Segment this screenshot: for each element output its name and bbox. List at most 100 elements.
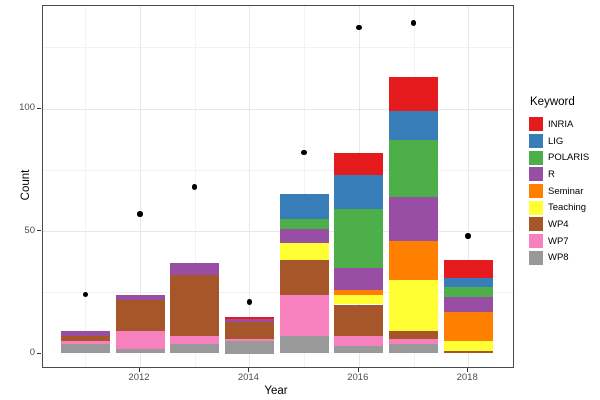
legend-item-seminar: Seminar <box>529 183 589 200</box>
bar-segment-r-2017 <box>389 196 438 241</box>
plot-panel <box>42 5 514 368</box>
legend-swatch-teaching <box>529 200 543 215</box>
data-point-2012 <box>137 211 143 217</box>
legend-swatch-inria <box>529 117 543 132</box>
legend-label: LIG <box>548 135 564 147</box>
bar-segment-seminar-2018 <box>443 311 493 342</box>
legend-item-teaching: Teaching <box>529 199 589 216</box>
bar-segment-polaris-2016 <box>334 208 384 268</box>
gridline-minor <box>43 47 513 49</box>
data-point-2016 <box>356 24 362 31</box>
bar-segment-lig-2015 <box>279 194 329 219</box>
bar-segment-r-2012 <box>115 294 165 300</box>
data-point-2015 <box>301 149 307 156</box>
bar-segment-wp4-2015 <box>279 260 329 295</box>
bar-segment-wp4-2012 <box>115 299 165 332</box>
bar-segment-inria-2018 <box>443 260 493 278</box>
bar-segment-r-2014 <box>224 319 274 322</box>
legend-label: WP8 <box>548 252 569 264</box>
bar-segment-teaching-2017 <box>389 280 438 332</box>
x-tick-label: 2012 <box>128 372 150 383</box>
legend-label: Seminar <box>548 185 584 197</box>
legend-swatch-seminar <box>529 184 543 199</box>
bar-segment-wp7-2014 <box>224 338 274 342</box>
x-tick-mark <box>357 368 359 372</box>
x-tick-mark <box>139 368 140 372</box>
bar-segment-polaris-2015 <box>279 218 329 229</box>
bar-segment-inria-2017 <box>389 76 438 111</box>
legend-swatch-polaris <box>529 150 543 165</box>
gridline-minor <box>304 6 306 367</box>
bar-segment-lig-2016 <box>334 174 384 209</box>
bar-segment-wp4-2016 <box>334 304 384 337</box>
bar-segment-wp4-2017 <box>389 331 438 339</box>
bar-segment-lig-2018 <box>443 277 493 288</box>
legend-label: WP4 <box>548 218 569 230</box>
legend-item-wp8: WP8 <box>529 250 589 267</box>
legend-item-wp4: WP4 <box>529 216 589 233</box>
bar-segment-teaching-2018 <box>443 341 493 352</box>
bar-segment-wp8-2011 <box>60 343 110 354</box>
bar-segment-wp4-2014 <box>224 321 274 339</box>
bar-segment-seminar-2016 <box>334 289 384 295</box>
bar-segment-teaching-2016 <box>334 294 384 305</box>
x-tick-label: 2018 <box>456 372 478 383</box>
x-tick-mark <box>248 368 250 372</box>
y-tick-label: 0 <box>29 347 35 358</box>
gridline-major <box>43 231 513 232</box>
legend-label: WP7 <box>548 235 569 247</box>
y-tick-mark <box>37 352 41 354</box>
legend-item-inria: INRIA <box>529 116 589 133</box>
legend-label: R <box>548 168 555 180</box>
data-point-2017 <box>410 20 417 26</box>
x-tick-mark <box>467 368 469 372</box>
bar-segment-wp7-2012 <box>115 331 165 349</box>
gridline-minor <box>85 6 87 367</box>
legend-item-lig: LIG <box>529 133 589 150</box>
legend-items: INRIA LIG POLARIS R Seminar Teaching WP4 WP7 WP8 <box>529 116 589 266</box>
bar-segment-inria-2016 <box>334 152 384 175</box>
bar-segment-wp8-2014 <box>224 341 274 354</box>
legend-swatch-r <box>529 167 543 182</box>
bar-segment-seminar-2017 <box>389 240 438 280</box>
legend-title: Keyword <box>530 96 575 108</box>
bar-segment-r-2011 <box>60 331 110 337</box>
y-tick-mark <box>37 230 41 231</box>
legend: Keyword INRIA LIG POLARIS R Seminar Teaching W… <box>529 96 589 266</box>
y-tick-label: 100 <box>19 102 35 113</box>
legend-swatch-lig <box>529 134 543 149</box>
bar-segment-r-2015 <box>279 228 329 244</box>
legend-swatch-wp8 <box>529 250 543 265</box>
gridline-major <box>249 6 251 367</box>
legend-item-wp7: WP7 <box>529 233 589 250</box>
bar-segment-wp7-2016 <box>334 336 384 347</box>
bar-segment-wp8-2016 <box>334 346 384 354</box>
y-axis-title: Count <box>20 169 32 201</box>
x-tick-label: 2014 <box>237 372 259 383</box>
legend-label: POLARIS <box>548 152 590 164</box>
y-tick-label: 50 <box>24 224 35 236</box>
gridline-major <box>468 6 470 367</box>
bar-segment-wp7-2017 <box>389 338 438 344</box>
legend-label: INRIA <box>548 118 574 130</box>
bar-segment-wp8-2012 <box>115 348 165 354</box>
bar-segment-r-2018 <box>443 297 493 312</box>
legend-swatch-wp7 <box>529 234 543 249</box>
bar-segment-wp8-2013 <box>170 343 220 354</box>
gridline-minor <box>43 169 513 171</box>
bar-segment-wp4-2018 <box>443 351 493 354</box>
x-axis-title: Year <box>264 385 288 397</box>
bar-segment-wp8-2015 <box>279 336 329 354</box>
gridline-major <box>43 108 513 110</box>
bar-segment-wp4-2011 <box>60 336 110 342</box>
bar-segment-wp7-2011 <box>60 341 110 344</box>
gridline-minor <box>43 292 513 294</box>
data-point-2014 <box>246 299 253 305</box>
bar-segment-wp7-2015 <box>279 294 329 337</box>
bar-segment-wp4-2013 <box>170 275 220 337</box>
data-point-2013 <box>191 184 198 190</box>
legend-item-polaris: POLARIS <box>529 149 589 166</box>
y-tick-mark <box>37 107 41 109</box>
bar-segment-teaching-2015 <box>279 243 329 261</box>
